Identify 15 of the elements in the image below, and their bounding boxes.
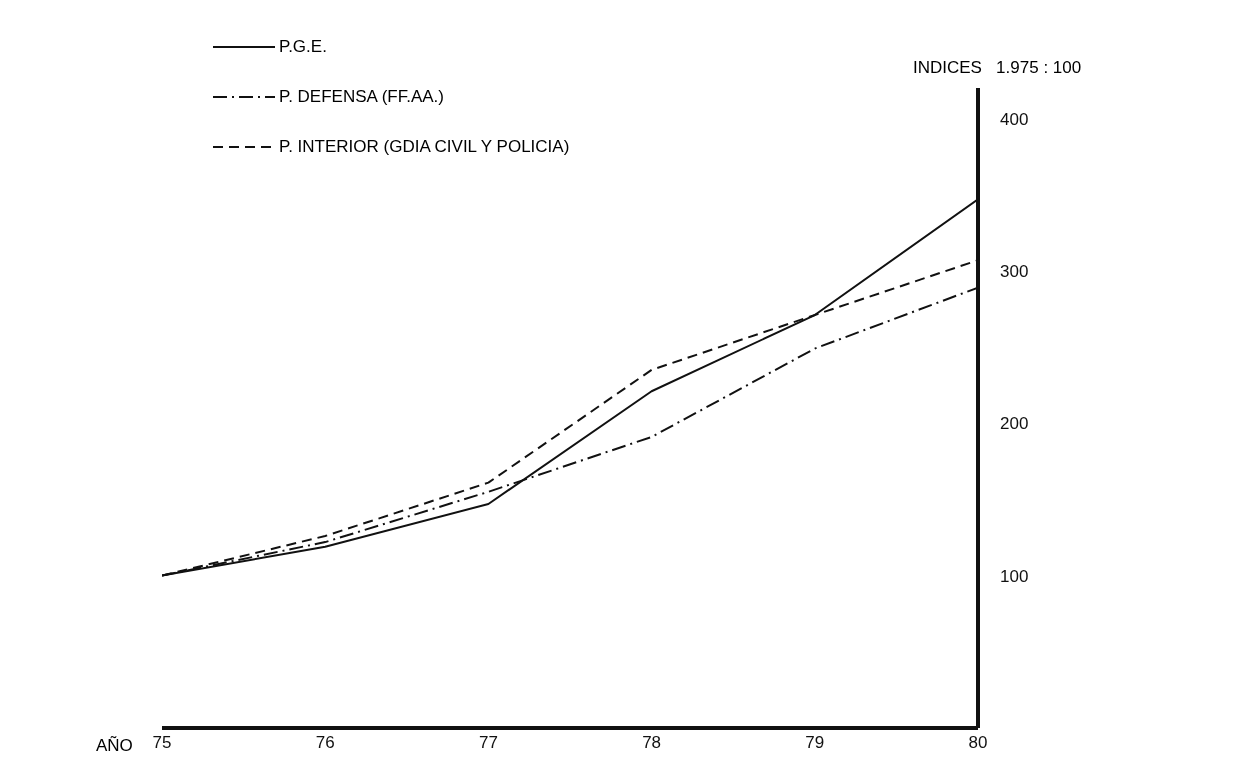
y-tick-label: 400 bbox=[1000, 109, 1029, 129]
y-tick-label: 200 bbox=[1000, 414, 1029, 434]
y-axis-title: INDICES 1.975 : 100 bbox=[913, 58, 1082, 78]
x-tick-label: 76 bbox=[315, 733, 335, 753]
x-tick-label: 79 bbox=[805, 733, 825, 753]
x-tick-label: 78 bbox=[642, 733, 662, 753]
legend-label: P.G.E. bbox=[279, 37, 327, 57]
x-tick-label: 77 bbox=[478, 733, 498, 753]
y-tick-label: 100 bbox=[1000, 566, 1029, 586]
legend-label: P. DEFENSA (FF.AA.) bbox=[279, 87, 445, 107]
x-tick-label: 75 bbox=[152, 733, 172, 753]
x-tick-label: 80 bbox=[968, 733, 988, 753]
y-tick-label: 300 bbox=[1000, 261, 1029, 281]
x-axis-title: AÑO bbox=[96, 736, 133, 756]
legend-label: P. INTERIOR (GDIA CIVIL Y POLICIA) bbox=[279, 137, 570, 157]
